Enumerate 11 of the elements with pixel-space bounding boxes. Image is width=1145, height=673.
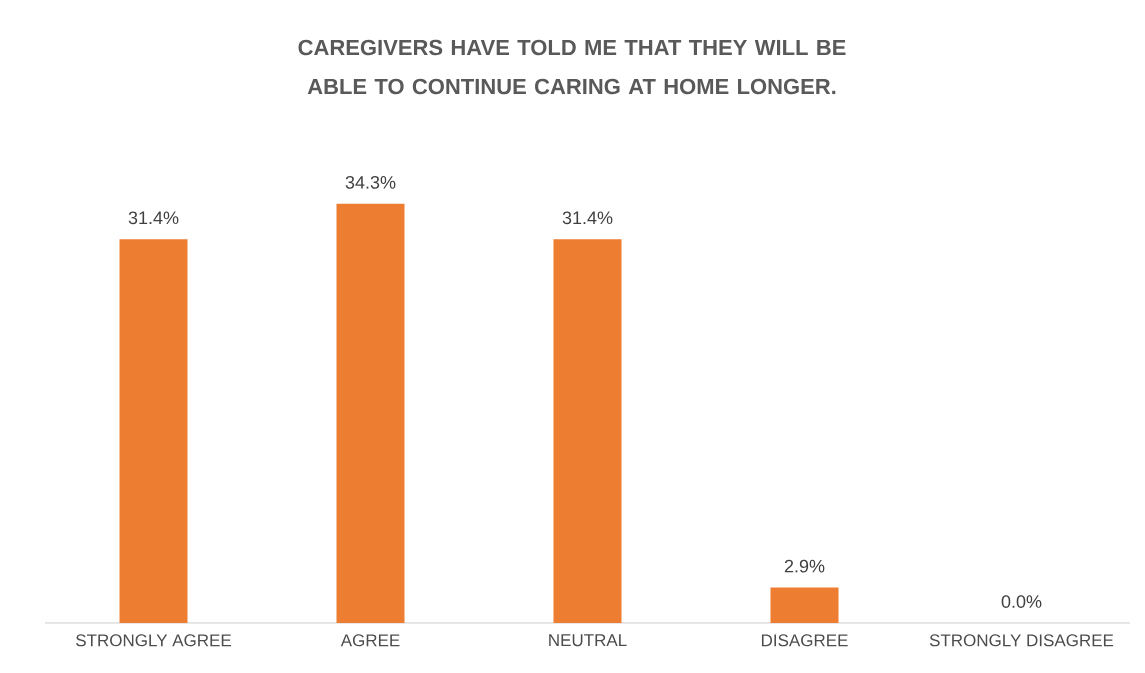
data-label: 34.3% <box>345 175 396 189</box>
x-tick-label: STRONGLY DISAGREE <box>929 634 1114 647</box>
x-tick-label: DISAGREE <box>761 634 848 647</box>
data-label: 0.0% <box>1001 595 1042 608</box>
data-label: 31.4% <box>562 211 613 225</box>
x-tick-label: STRONGLY AGREE <box>76 634 232 647</box>
chart-title: CAREGIVERS HAVE TOLD ME THAT THEY WILL BE ABLE TO CONTINUE CARING AT HOME LONGER. <box>298 39 846 95</box>
x-tick-label: NEUTRAL <box>549 634 627 647</box>
data-label: 31.4% <box>128 211 179 225</box>
data-label: 2.9% <box>784 559 825 573</box>
x-tick-label: AGREE <box>340 634 400 647</box>
